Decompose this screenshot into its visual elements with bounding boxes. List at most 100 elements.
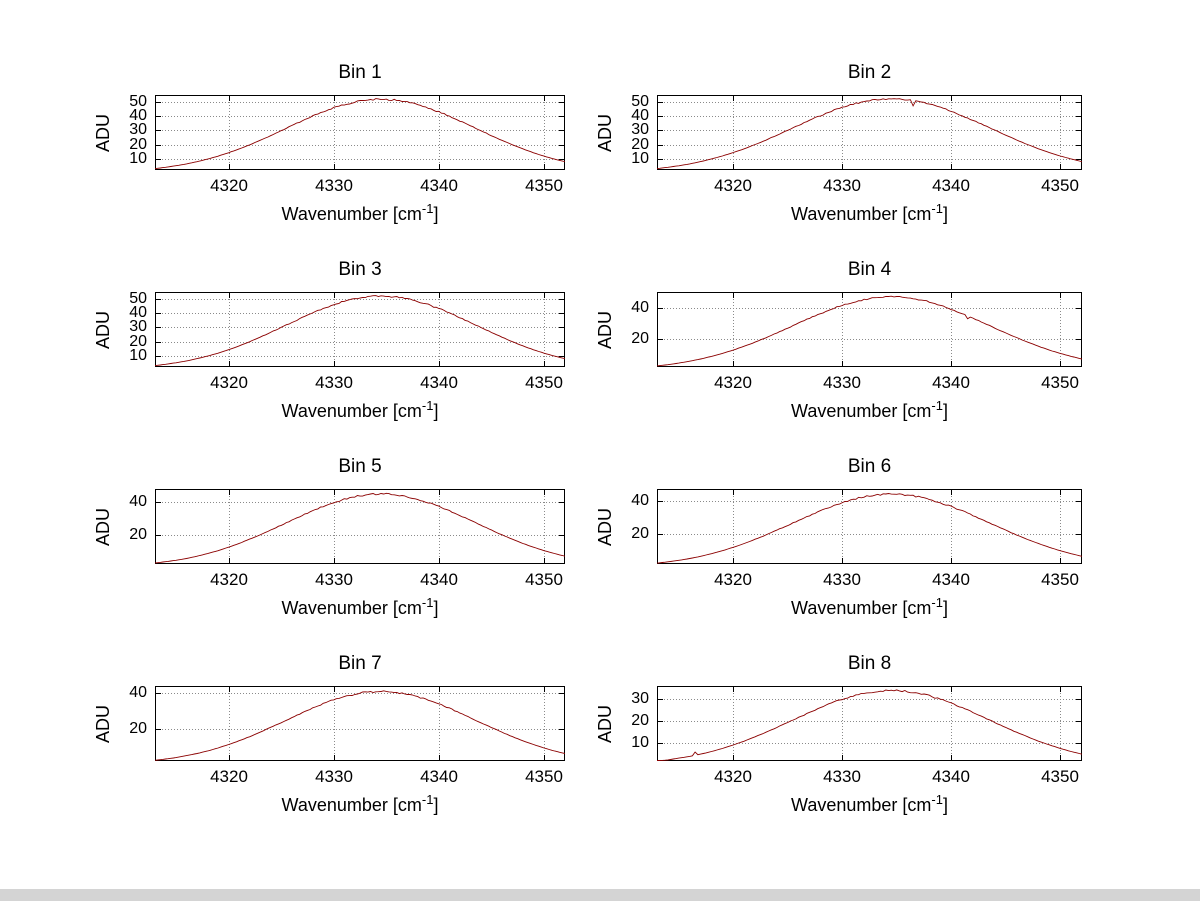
x-axis-label: Wavenumber [cm-1]	[657, 398, 1082, 422]
x-tick-label: 4320	[210, 176, 248, 195]
x-tick-label: 4320	[714, 767, 752, 786]
plot-area	[657, 95, 1082, 170]
x-axis-label: Wavenumber [cm-1]	[657, 792, 1082, 816]
chart-title: Bin 6	[847, 456, 892, 477]
x-tick-label: 4330	[315, 176, 353, 195]
plot-svg	[155, 95, 565, 170]
x-axis-label-sup: -1	[421, 398, 434, 413]
plot-area	[155, 686, 565, 761]
x-axis-label-text: Wavenumber [cm	[281, 204, 422, 224]
x-axis-label-text: Wavenumber [cm	[791, 795, 932, 815]
x-tick-label: 4320	[714, 176, 752, 195]
subplot-bin-8: Bin 8 ADU Wavenumber [cm-1] 4320 4330 4340…	[537, 652, 1082, 823]
x-axis-label-end: ]	[942, 401, 948, 421]
x-axis-label-sup: -1	[931, 201, 943, 216]
y-tick-label: 20	[631, 525, 649, 542]
plot-area	[657, 292, 1082, 367]
y-tick-label: 40	[631, 299, 649, 316]
chart-title: Bin 8	[847, 653, 892, 674]
x-tick-label: 4340	[420, 373, 458, 392]
y-tick-label: 30	[129, 318, 147, 335]
x-axis-label-sup: -1	[931, 595, 943, 610]
subplot-bin-6: Bin 6 ADU Wavenumber [cm-1] 4320 4330 4340…	[537, 455, 1082, 626]
plot-svg	[155, 292, 565, 367]
x-tick-label: 4320	[714, 570, 752, 589]
x-tick-label: 4320	[210, 373, 248, 392]
x-tick-label: 4340	[420, 767, 458, 786]
x-tick-label: 4330	[823, 373, 861, 392]
y-tick-label: 40	[129, 684, 147, 701]
x-axis-label-end: ]	[942, 598, 948, 618]
x-axis-label-sup: -1	[421, 792, 434, 807]
x-tick-label: 4340	[420, 176, 458, 195]
y-tick-label: 40	[129, 493, 147, 510]
x-axis-label-sup: -1	[931, 398, 943, 413]
x-tick-label: 4330	[315, 767, 353, 786]
y-tick-label: 20	[631, 712, 649, 729]
x-axis-label: Wavenumber [cm-1]	[657, 595, 1082, 619]
y-tick-label: 20	[129, 526, 147, 543]
x-tick-label: 4350	[525, 767, 563, 786]
x-axis-label: Wavenumber [cm-1]	[155, 201, 565, 225]
y-tick-label: 10	[129, 150, 147, 167]
subplot-bin-4: Bin 4 ADU Wavenumber [cm-1] 4320 4330 4340…	[537, 258, 1082, 429]
plot-svg	[155, 686, 565, 761]
x-axis-label-text: Wavenumber [cm	[281, 795, 422, 815]
x-tick-label: 4330	[823, 570, 861, 589]
y-tick-label: 40	[129, 304, 147, 321]
x-tick-label: 4320	[210, 570, 248, 589]
x-tick-label: 4350	[525, 176, 563, 195]
y-tick-label: 30	[129, 121, 147, 138]
plot-area	[155, 292, 565, 367]
plot-svg	[657, 489, 1082, 564]
y-tick-label: 10	[631, 150, 649, 167]
x-axis-label: Wavenumber [cm-1]	[155, 398, 565, 422]
x-tick-label: 4340	[420, 570, 458, 589]
y-tick-label: 40	[631, 492, 649, 509]
plot-svg	[155, 489, 565, 564]
y-tick-label: 50	[631, 93, 649, 110]
y-tick-label: 40	[631, 107, 649, 124]
plot-area	[657, 686, 1082, 761]
y-tick-label: 30	[631, 121, 649, 138]
x-axis-label-sup: -1	[931, 792, 943, 807]
x-tick-label: 4330	[315, 373, 353, 392]
plot-svg	[657, 95, 1082, 170]
x-tick-label: 4330	[823, 767, 861, 786]
chart-title: Bin 4	[847, 259, 892, 280]
plot-svg	[657, 686, 1082, 761]
x-tick-label: 4350	[1041, 767, 1079, 786]
x-tick-label: 4340	[932, 767, 970, 786]
y-tick-label: 10	[129, 347, 147, 364]
subplot-bin-2: Bin 2 ADU Wavenumber [cm-1] 4320 4330 4340…	[537, 61, 1082, 232]
y-tick-label: 40	[129, 107, 147, 124]
x-axis-label-sup: -1	[421, 201, 434, 216]
y-tick-label: 50	[129, 290, 147, 307]
x-tick-label: 4340	[932, 570, 970, 589]
x-axis-label-end: ]	[433, 795, 439, 815]
x-tick-label: 4350	[525, 373, 563, 392]
x-axis-label-text: Wavenumber [cm	[791, 204, 932, 224]
y-tick-label: 20	[129, 720, 147, 737]
subplot-bin-1: Bin 1 ADU Wavenumber [cm-1] 4320 4330 4340…	[35, 61, 565, 232]
x-axis-label: Wavenumber [cm-1]	[155, 596, 565, 619]
chart-title: Bin 1	[338, 62, 382, 83]
x-tick-label: 4320	[210, 767, 248, 786]
y-tick-label: 20	[129, 136, 147, 153]
x-axis-label-end: ]	[942, 795, 948, 815]
subplot-bin-5: Bin 5 ADU Wavenumber [cm-1] 4320 4330 4340…	[35, 455, 565, 626]
chart-title: Bin 3	[338, 259, 382, 280]
plot-area	[155, 489, 565, 564]
x-axis-label-end: ]	[433, 401, 439, 421]
x-tick-label: 4350	[1041, 176, 1079, 195]
x-tick-label: 4350	[1041, 373, 1079, 392]
chart-title: Bin 5	[338, 456, 382, 477]
x-tick-label: 4350	[1041, 570, 1079, 589]
y-tick-label: 30	[631, 690, 649, 707]
y-tick-label: 20	[129, 333, 147, 350]
x-axis-label-text: Wavenumber [cm	[281, 598, 422, 618]
plot-svg	[657, 292, 1082, 367]
x-tick-label: 4350	[525, 570, 563, 589]
y-tick-label: 20	[631, 136, 649, 153]
